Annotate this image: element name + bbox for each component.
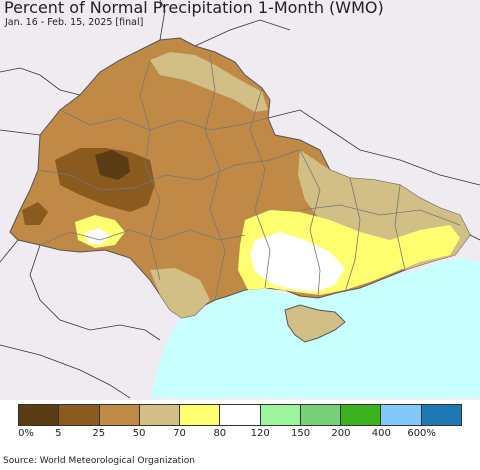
precipitation-map [0,0,480,400]
legend-tick-label: 70 [173,428,186,439]
legend-swatch [99,405,140,425]
legend-swatch [19,405,60,425]
zone-5-25-small [22,202,48,225]
legend-swatch [341,405,382,425]
legend-swatch [59,405,100,425]
zone-50-70-north [150,52,268,112]
legend-swatch [381,405,422,425]
crimea [284,304,346,343]
region-borders [37,54,461,301]
zone-80-120-west [85,228,110,245]
neighbour-borders [0,0,480,399]
legend-swatch [300,405,342,425]
legend-swatch [220,405,261,425]
zone-5-25-west [55,148,155,212]
legend-tick-label: 50 [132,428,146,439]
zone-0-5 [95,150,130,180]
zone-80-120-east [250,232,345,292]
legend-swatch [139,405,181,425]
legend-tick-label: 600% [407,428,436,439]
legend-tick-label: 150 [290,428,311,439]
legend-swatch [421,405,461,425]
legend-tick-label: 0% [18,428,34,439]
map-title: Percent of Normal Precipitation 1-Month … [4,0,384,17]
legend-tick-label: 5 [55,428,62,439]
legend-tick-label: 400 [371,428,391,439]
map-subtitle: Jan. 16 - Feb. 15, 2025 [final] [5,17,144,28]
legend-swatch [260,405,301,425]
zone-50-70-south [150,268,210,318]
legend-tick-label: 25 [92,428,106,439]
legend-tick-label: 120 [250,428,270,439]
legend-tick-label: 200 [331,428,351,439]
legend-swatch [180,405,221,425]
legend-colorbar [18,404,462,426]
legend-tick-label: 80 [213,428,227,439]
source-note: Source: World Meteorological Organizatio… [3,456,195,466]
